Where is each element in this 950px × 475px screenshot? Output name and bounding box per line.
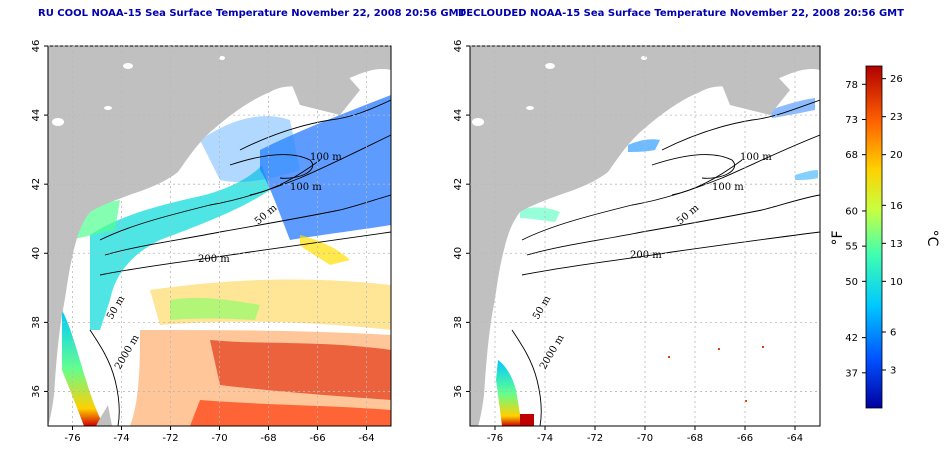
left-y-tick-label: 36 [31, 385, 42, 398]
fahrenheit-tick-label: 50 [845, 277, 858, 288]
fahrenheit-tick-label: 73 [845, 115, 858, 126]
colorbar: 26 23 20 16 13 10 6 3 78 73 68 60 55 50 42 37 °F °C [830, 65, 940, 409]
right-y-tick-label: 40 [453, 247, 464, 260]
right-x-tick-label: -68 [687, 433, 703, 444]
right-map-panel: 100 m 100 m 50 m 200 m 50 m 2000 m -76 -7… [453, 40, 821, 444]
left-axes: -76 -74 -72 -70 -68 -66 -64 36 38 40 42 44 46 [31, 40, 375, 444]
left-contour-label: 100 m [290, 182, 322, 193]
right-contour-label: 100 m [740, 152, 772, 163]
celsius-unit-label: °C [924, 230, 940, 247]
fahrenheit-tick-label: 37 [845, 368, 858, 379]
celsius-tick-label: 13 [890, 239, 903, 250]
left-y-tick-label: 40 [31, 247, 42, 260]
colorbar-gradient [865, 65, 883, 409]
right-y-tick-label: 44 [453, 109, 464, 122]
right-x-tick-label: -66 [737, 433, 753, 444]
right-y-tick-label: 42 [453, 178, 464, 191]
fahrenheit-tick-label: 68 [845, 150, 858, 161]
colorbar-ticks: 26 23 20 16 13 10 6 3 78 73 68 60 55 50 42 37 [845, 74, 902, 379]
left-y-tick-label: 44 [31, 109, 42, 122]
fahrenheit-tick-label: 42 [845, 333, 858, 344]
right-coastal-sst [496, 360, 522, 426]
left-grid [48, 45, 391, 426]
left-x-tick-label: -74 [113, 433, 129, 444]
right-x-tick-label: -70 [637, 433, 653, 444]
left-x-tick-label: -72 [162, 433, 178, 444]
right-x-tick-label: -76 [487, 433, 503, 444]
celsius-tick-label: 26 [890, 74, 903, 85]
right-land [470, 46, 820, 426]
right-nova-scotia [720, 46, 790, 115]
left-coastal-sst [62, 310, 104, 426]
right-sst-field [520, 98, 818, 222]
right-x-tick-label: -74 [537, 433, 553, 444]
fahrenheit-unit-label: °F [830, 230, 846, 245]
right-bathymetry-contours [511, 99, 820, 426]
celsius-tick-label: 10 [890, 277, 903, 288]
celsius-tick-label: 20 [890, 150, 903, 161]
right-y-tick-label: 46 [453, 40, 464, 53]
right-y-tick-label: 38 [453, 316, 464, 329]
right-sparse-pixels [668, 346, 764, 402]
right-grid [470, 45, 820, 426]
fahrenheit-tick-label: 60 [845, 206, 858, 217]
right-warm-spot [520, 414, 534, 426]
left-map-panel: 100 m 100 m 50 m 200 m 50 m 2000 m -76 -7… [31, 40, 392, 444]
fahrenheit-tick-label: 78 [845, 80, 858, 91]
celsius-tick-label: 16 [890, 201, 903, 212]
right-axes: -76 -74 -72 -70 -68 -66 -64 36 38 40 42 44 46 [453, 40, 803, 444]
left-nova-scotia [290, 46, 360, 115]
left-x-tick-label: -70 [211, 433, 227, 444]
celsius-tick-label: 6 [890, 328, 896, 339]
right-map-title: DECLOUDED NOAA-15 Sea Surface Temperatur… [458, 8, 904, 19]
left-y-tick-label: 42 [31, 178, 42, 191]
right-contour-label: 100 m [712, 182, 744, 193]
left-contour-label: 100 m [310, 152, 342, 163]
left-x-tick-label: -76 [64, 433, 80, 444]
fahrenheit-tick-label: 55 [845, 242, 858, 253]
right-x-tick-label: -72 [587, 433, 603, 444]
celsius-tick-label: 3 [890, 366, 896, 377]
left-x-tick-label: -68 [260, 433, 276, 444]
left-x-tick-label: -64 [358, 433, 374, 444]
celsius-tick-label: 23 [890, 112, 903, 123]
left-contour-label: 200 m [198, 254, 230, 265]
left-map-title: RU COOL NOAA-15 Sea Surface Temperature … [38, 8, 466, 19]
right-x-tick-label: -64 [787, 433, 803, 444]
left-y-tick-label: 38 [31, 316, 42, 329]
left-y-tick-label: 46 [31, 40, 42, 53]
left-land [48, 46, 391, 426]
right-y-tick-label: 36 [453, 385, 464, 398]
right-contour-label: 200 m [630, 250, 662, 261]
left-bathymetry-contours [89, 99, 391, 426]
left-x-tick-label: -66 [309, 433, 325, 444]
